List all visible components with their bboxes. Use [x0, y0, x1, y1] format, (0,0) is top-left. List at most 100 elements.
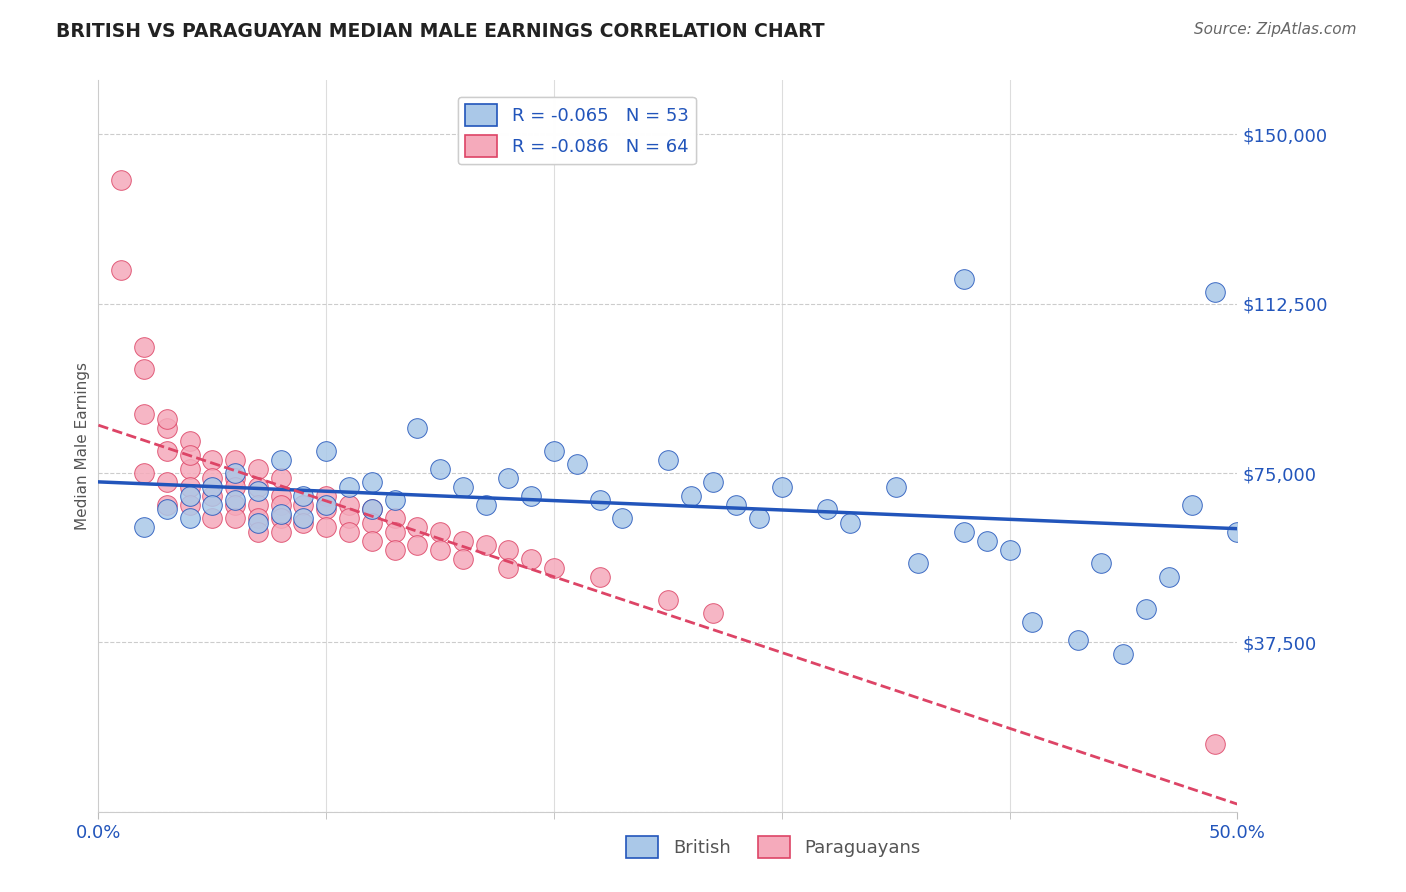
Point — [588, 570, 610, 584]
Point — [156, 498, 179, 512]
Point — [132, 520, 155, 534]
Point — [246, 461, 269, 475]
Point — [224, 493, 246, 508]
Point — [907, 557, 929, 571]
Point — [1204, 285, 1226, 300]
Point — [360, 533, 382, 548]
Point — [384, 493, 406, 508]
Point — [246, 480, 269, 494]
Point — [224, 498, 246, 512]
Point — [179, 448, 201, 462]
Point — [224, 511, 246, 525]
Point — [179, 489, 201, 503]
Point — [337, 498, 360, 512]
Point — [132, 408, 155, 422]
Point — [292, 516, 315, 530]
Point — [429, 542, 451, 557]
Point — [201, 480, 224, 494]
Point — [612, 511, 634, 525]
Y-axis label: Median Male Earnings: Median Male Earnings — [75, 362, 90, 530]
Point — [132, 340, 155, 354]
Point — [1204, 737, 1226, 751]
Point — [132, 362, 155, 376]
Point — [270, 507, 292, 521]
Point — [384, 524, 406, 539]
Point — [156, 475, 179, 489]
Point — [1090, 557, 1112, 571]
Point — [337, 480, 360, 494]
Point — [156, 502, 179, 516]
Point — [770, 480, 793, 494]
Point — [246, 498, 269, 512]
Point — [201, 489, 224, 503]
Point — [315, 502, 337, 516]
Point — [156, 421, 179, 435]
Point — [953, 524, 976, 539]
Point — [315, 520, 337, 534]
Point — [406, 538, 429, 552]
Point — [815, 502, 838, 516]
Point — [110, 172, 132, 186]
Point — [224, 452, 246, 467]
Point — [657, 452, 679, 467]
Point — [543, 561, 565, 575]
Point — [360, 502, 382, 516]
Point — [406, 520, 429, 534]
Point — [292, 498, 315, 512]
Point — [179, 511, 201, 525]
Point — [498, 542, 520, 557]
Point — [1181, 498, 1204, 512]
Point — [360, 502, 382, 516]
Point — [224, 470, 246, 484]
Point — [520, 552, 543, 566]
Point — [270, 470, 292, 484]
Point — [451, 552, 474, 566]
Point — [110, 263, 132, 277]
Point — [315, 443, 337, 458]
Point — [315, 498, 337, 512]
Point — [1112, 647, 1135, 661]
Point — [224, 480, 246, 494]
Point — [474, 498, 496, 512]
Point — [498, 470, 520, 484]
Point — [132, 466, 155, 480]
Point — [337, 524, 360, 539]
Point — [429, 461, 451, 475]
Point — [565, 457, 588, 471]
Point — [953, 272, 976, 286]
Point — [360, 516, 382, 530]
Point — [270, 452, 292, 467]
Point — [360, 475, 382, 489]
Point — [270, 524, 292, 539]
Point — [201, 498, 224, 512]
Point — [725, 498, 748, 512]
Point — [884, 480, 907, 494]
Point — [839, 516, 862, 530]
Point — [246, 511, 269, 525]
Point — [246, 484, 269, 499]
Point — [156, 412, 179, 426]
Point — [451, 480, 474, 494]
Point — [1226, 524, 1249, 539]
Point — [976, 533, 998, 548]
Point — [998, 542, 1021, 557]
Point — [384, 542, 406, 557]
Point — [384, 511, 406, 525]
Point — [201, 452, 224, 467]
Point — [543, 443, 565, 458]
Point — [429, 524, 451, 539]
Point — [679, 489, 702, 503]
Legend: British, Paraguayans: British, Paraguayans — [619, 829, 928, 865]
Point — [588, 493, 610, 508]
Point — [246, 516, 269, 530]
Point — [201, 470, 224, 484]
Point — [292, 511, 315, 525]
Point — [179, 480, 201, 494]
Point — [179, 434, 201, 449]
Text: BRITISH VS PARAGUAYAN MEDIAN MALE EARNINGS CORRELATION CHART: BRITISH VS PARAGUAYAN MEDIAN MALE EARNIN… — [56, 22, 825, 41]
Point — [702, 606, 724, 620]
Point — [1021, 615, 1043, 629]
Point — [246, 524, 269, 539]
Point — [474, 538, 496, 552]
Point — [292, 489, 315, 503]
